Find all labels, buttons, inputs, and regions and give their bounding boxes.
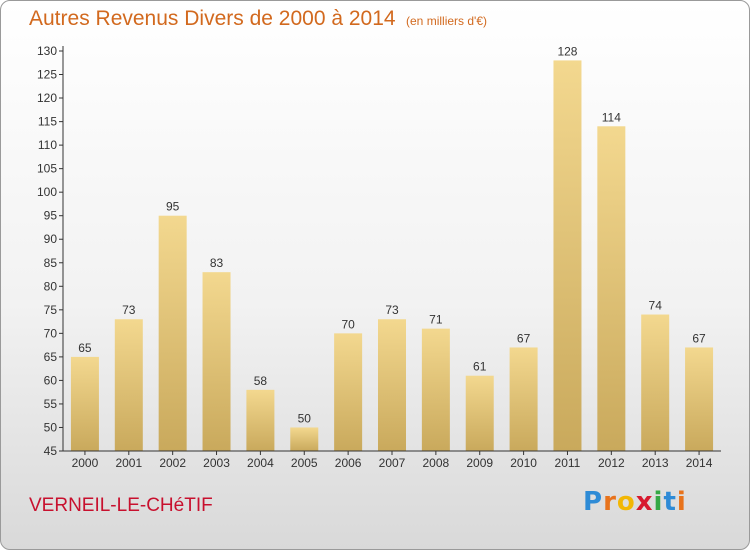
bar-2004 <box>246 389 275 451</box>
x-tick-label-2014: 2014 <box>686 456 713 470</box>
x-tick-label-2008: 2008 <box>423 456 450 470</box>
y-tick-label-70: 70 <box>44 326 58 340</box>
y-tick-label-95: 95 <box>44 209 58 223</box>
data-label-2000: 65 <box>78 341 92 355</box>
y-tick-label-60: 60 <box>44 373 58 387</box>
y-tick-label-90: 90 <box>44 232 58 246</box>
bar-2013 <box>641 314 670 451</box>
bar-2014 <box>685 347 714 451</box>
x-tick-label-2011: 2011 <box>555 456 581 470</box>
bar-2000 <box>70 356 99 451</box>
logo-letter: i <box>653 487 664 517</box>
chart-unit: (en milliers d'€) <box>406 14 487 28</box>
bar-2008 <box>421 328 450 451</box>
y-tick-label-115: 115 <box>38 115 57 129</box>
x-tick-label-2005: 2005 <box>291 456 318 470</box>
data-label-2005: 50 <box>298 411 312 425</box>
y-tick-label-100: 100 <box>37 185 57 199</box>
x-tick-label-2004: 2004 <box>247 456 274 470</box>
logo-letter: P <box>583 487 604 517</box>
x-tick-label-2009: 2009 <box>466 456 493 470</box>
commune-name: VERNEIL-LE-CHéTIF <box>29 495 213 516</box>
y-tick-label-85: 85 <box>44 256 58 270</box>
data-label-2009: 61 <box>473 360 487 374</box>
bar-2009 <box>465 375 494 451</box>
data-label-2013: 74 <box>649 299 663 313</box>
y-tick-label-120: 120 <box>37 91 57 105</box>
data-label-2014: 67 <box>692 331 706 345</box>
data-label-2001: 73 <box>122 303 136 317</box>
x-tick-label-2001: 2001 <box>115 456 142 470</box>
bar-2003 <box>202 272 231 451</box>
y-tick-label-45: 45 <box>44 444 58 458</box>
y-tick-label-125: 125 <box>37 68 57 82</box>
y-tick-label-80: 80 <box>44 279 58 293</box>
data-label-2008: 71 <box>429 313 443 327</box>
x-tick-label-2010: 2010 <box>510 456 537 470</box>
y-tick-label-55: 55 <box>44 397 58 411</box>
bar-2010 <box>509 347 538 451</box>
data-label-2010: 67 <box>517 331 531 345</box>
x-tick-label-2002: 2002 <box>159 456 186 470</box>
chart-title: Autres Revenus Divers de 2000 à 2014 <box>29 7 396 30</box>
y-tick-label-50: 50 <box>44 420 58 434</box>
bar-2012 <box>597 126 626 451</box>
bar-2005 <box>290 427 319 451</box>
x-tick-label-2000: 2000 <box>72 456 99 470</box>
bar-2011 <box>553 60 582 451</box>
logo-letter: x <box>635 487 654 517</box>
logo-letter: t <box>663 487 677 517</box>
axis-layer: 2000 2001 2002 2003 2004 2005 2006 2007 2008 2009… <box>37 44 721 470</box>
data-label-2002: 95 <box>166 200 180 214</box>
y-tick-label-75: 75 <box>44 303 58 317</box>
x-tick-label-2003: 2003 <box>203 456 230 470</box>
data-label-2003: 83 <box>210 256 224 270</box>
x-tick-label-2006: 2006 <box>335 456 362 470</box>
logo-letter: o <box>616 487 636 517</box>
data-label-2004: 58 <box>254 374 268 388</box>
logo-letter: i <box>676 487 687 517</box>
y-tick-label-130: 130 <box>37 44 57 58</box>
y-tick-label-65: 65 <box>44 350 58 364</box>
data-label-2012: 114 <box>602 110 621 124</box>
bar-2006 <box>334 333 363 451</box>
bar-2007 <box>378 319 406 451</box>
x-tick-label-2012: 2012 <box>598 456 625 470</box>
data-label-2006: 70 <box>341 317 355 331</box>
x-tick-label-2007: 2007 <box>379 456 406 470</box>
data-label-2007: 73 <box>385 303 399 317</box>
x-tick-label-2013: 2013 <box>642 456 669 470</box>
chart-title-line: Autres Revenus Divers de 2000 à 2014 (en… <box>29 7 487 31</box>
bar-2001 <box>114 319 143 451</box>
data-label-2011: 128 <box>557 44 577 58</box>
bar-2002 <box>158 215 187 451</box>
y-tick-label-105: 105 <box>37 162 57 176</box>
logo-letter: r <box>603 487 617 517</box>
y-tick-label-110: 110 <box>38 138 57 152</box>
bars-layer: 65 73 95 83 58 50 70 73 71 61 67 128 114 74 67 <box>70 44 714 451</box>
proxiti-logo[interactable]: Proxiti <box>583 487 687 517</box>
